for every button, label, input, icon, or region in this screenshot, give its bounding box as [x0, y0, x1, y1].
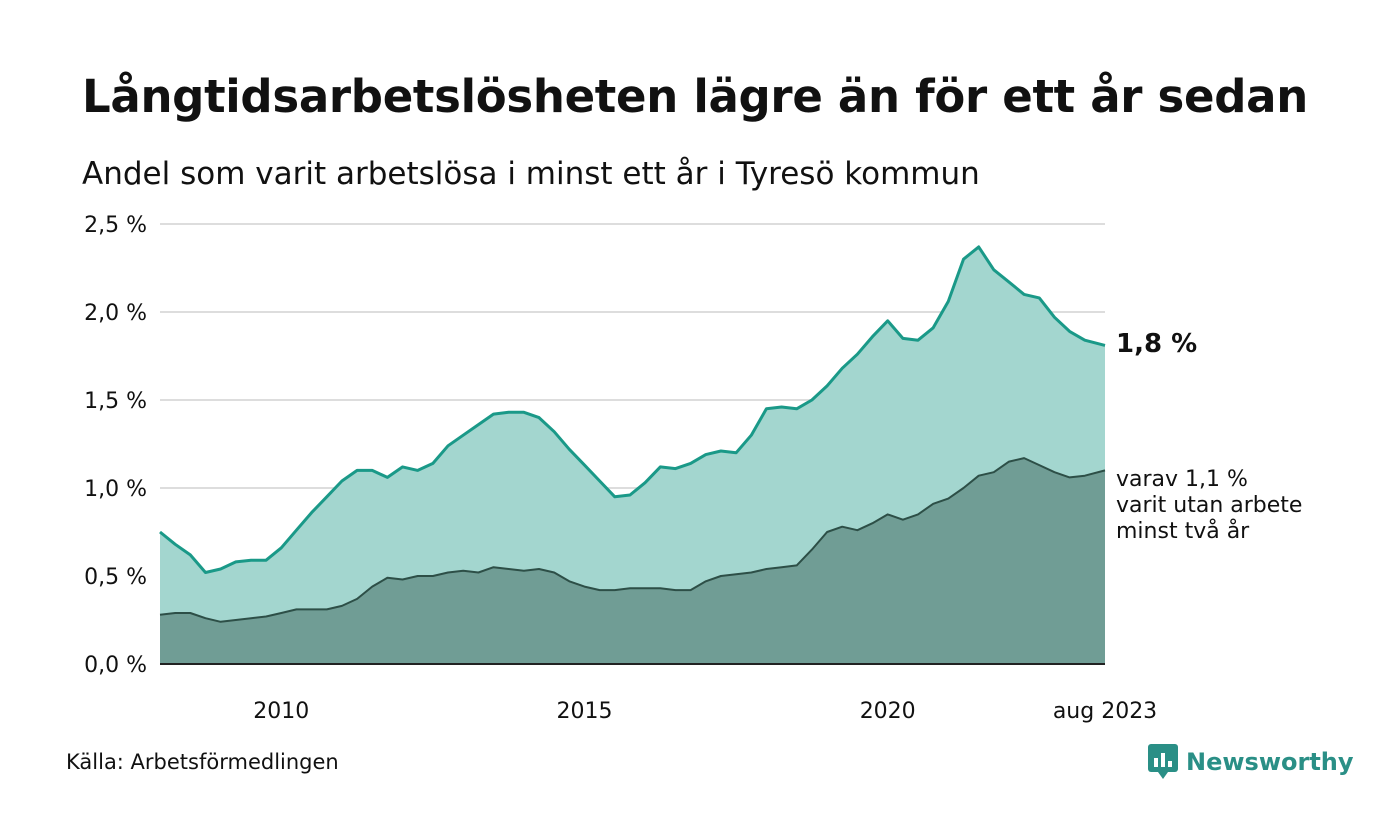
newsworthy-logo-icon [1148, 744, 1178, 779]
brand-name: Newsworthy [1186, 748, 1354, 776]
long-term-end-label: minst två år [1116, 518, 1250, 544]
x-tick-label: 2015 [556, 699, 612, 724]
y-tick-label: 2,0 % [84, 301, 147, 326]
long-term-end-label: varav 1,1 % [1116, 467, 1248, 492]
total-end-label: 1,8 % [1116, 329, 1197, 359]
y-tick-label: 0,5 % [84, 565, 147, 590]
chart-title: Långtidsarbetslösheten lägre än för ett … [82, 70, 1308, 123]
long-term-area [160, 458, 1105, 664]
total-line [159, 245, 1106, 574]
y-tick-label: 0,0 % [84, 653, 147, 678]
x-tick-label: 2010 [253, 699, 309, 724]
long-term-line [159, 457, 1106, 623]
y-tick-label: 1,5 % [84, 389, 147, 414]
chart-subtitle: Andel som varit arbetslösa i minst ett å… [82, 156, 980, 192]
y-tick-label: 2,5 % [84, 213, 147, 238]
x-tick-label: aug 2023 [1053, 699, 1157, 724]
brand-logo: Newsworthy [1148, 744, 1354, 780]
source-note: Källa: Arbetsförmedlingen [66, 750, 339, 774]
long-term-end-label: varit utan arbete [1116, 493, 1302, 518]
x-tick-label: 2020 [860, 699, 916, 724]
y-tick-label: 1,0 % [84, 477, 147, 502]
